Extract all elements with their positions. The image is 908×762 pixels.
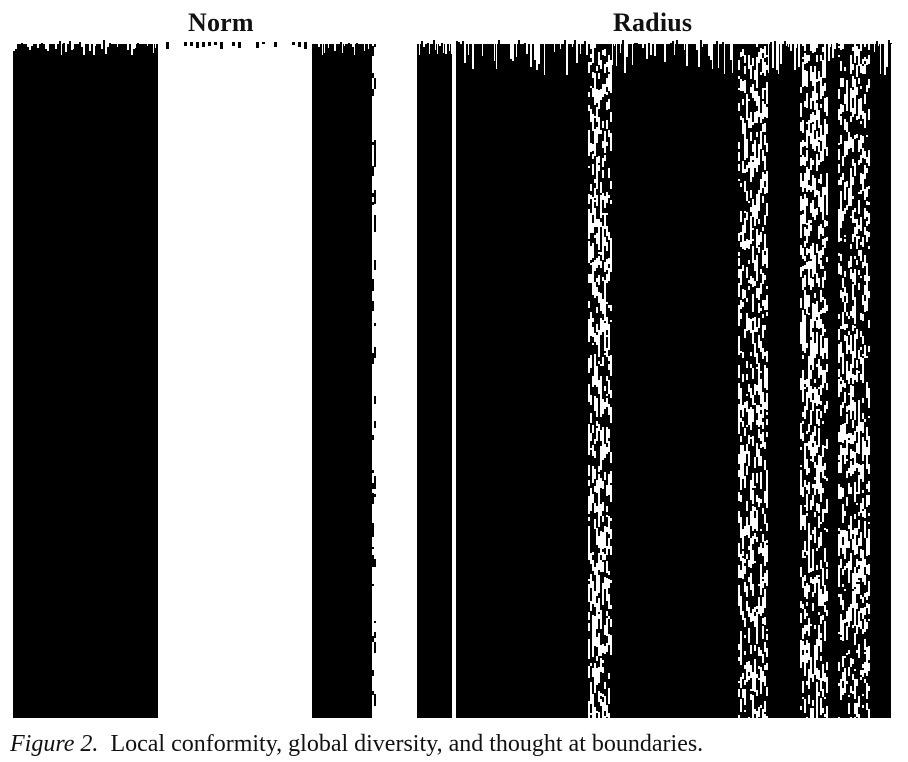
- raster-band: [13, 44, 158, 718]
- speckle-band: [838, 44, 870, 718]
- caption-text: Local conformity, global diversity, and …: [110, 731, 704, 757]
- raster-plot: [13, 40, 892, 718]
- raster-band: [312, 44, 372, 718]
- speckle-band: [800, 44, 828, 718]
- raster-band: [828, 44, 838, 718]
- radius-label: Radius: [613, 8, 693, 37]
- ragged-top-edge: [13, 40, 892, 75]
- speckle-band: [372, 44, 376, 706]
- norm-label: Norm: [188, 8, 254, 37]
- speckle-band: [738, 44, 768, 718]
- raster-band: [612, 44, 738, 718]
- raster-band: [870, 44, 891, 718]
- raster-band: [417, 44, 452, 718]
- speckle-band: [588, 44, 612, 718]
- raster-band: [768, 44, 800, 718]
- figure-number: Figure 2.: [10, 731, 99, 757]
- figure-caption: Figure 2. Local conformity, global divers…: [10, 731, 703, 758]
- raster-band: [456, 44, 588, 718]
